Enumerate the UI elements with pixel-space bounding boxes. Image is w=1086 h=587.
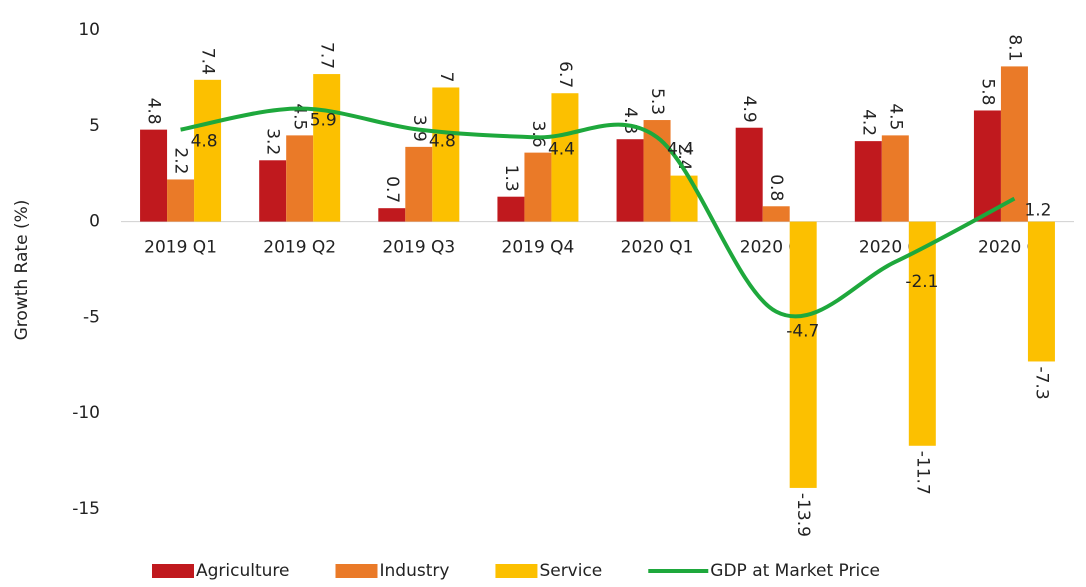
bar xyxy=(1000,66,1028,222)
line-value-label: -2.1 xyxy=(905,272,938,292)
x-tick-label: 2020 Q1 xyxy=(621,238,694,258)
legend-swatch xyxy=(152,564,194,578)
legend-swatch xyxy=(495,564,538,578)
bar-value-label: 1.3 xyxy=(501,165,521,192)
y-axis-label: Growth Rate (%) xyxy=(12,200,32,341)
bar-value-label: 4.2 xyxy=(858,109,878,136)
bar-value-label: 4.8 xyxy=(144,98,164,125)
legend-label: Agriculture xyxy=(196,561,290,581)
bar-value-label: 4.3 xyxy=(620,107,640,134)
bar xyxy=(497,196,525,222)
bar xyxy=(551,93,579,222)
bar xyxy=(405,146,433,222)
bar xyxy=(286,135,314,222)
bar xyxy=(735,127,763,222)
legend-swatch xyxy=(335,564,378,578)
bar xyxy=(762,206,790,222)
legend-label: Industry xyxy=(380,561,450,581)
line-value-label: 4.8 xyxy=(191,132,218,152)
line-value-label: 5.9 xyxy=(310,111,337,131)
bar-value-label: 7.4 xyxy=(198,48,218,75)
x-tick-label: 2019 Q4 xyxy=(502,238,575,258)
bar xyxy=(167,179,195,222)
bar-value-label: 5.8 xyxy=(977,78,997,105)
line xyxy=(180,106,1016,319)
bar-value-label: 5.3 xyxy=(647,88,667,115)
bar xyxy=(259,160,287,222)
bar-value-label: 0.7 xyxy=(382,176,402,203)
bar xyxy=(854,141,882,222)
y-tick-label: -5 xyxy=(83,307,100,327)
x-tick-label: 2019 Q2 xyxy=(263,238,336,258)
y-tick-label: -15 xyxy=(72,499,100,519)
bar xyxy=(908,221,936,446)
legend-label: GDP at Market Price xyxy=(710,561,880,581)
bar-value-label: 7 xyxy=(436,72,456,83)
bar xyxy=(432,87,460,222)
line-value-label: 1.2 xyxy=(1024,201,1051,221)
line-value-label: -4.7 xyxy=(786,322,819,342)
y-tick-label: 10 xyxy=(78,20,100,40)
bar xyxy=(313,74,341,222)
line-value-label: 4.4 xyxy=(667,139,694,159)
bar xyxy=(616,139,644,222)
bar xyxy=(378,208,406,222)
bar-value-label: 4.5 xyxy=(885,103,905,130)
bar xyxy=(789,221,817,488)
bar xyxy=(194,79,222,222)
bar-value-label: 3.2 xyxy=(263,128,283,155)
bar-value-label: 6.7 xyxy=(555,61,575,88)
bar-value-label: 7.7 xyxy=(317,42,337,69)
bar-value-label: 2.2 xyxy=(171,147,191,174)
y-tick-label: 5 xyxy=(89,116,100,136)
x-tick-label: 2019 Q3 xyxy=(382,238,455,258)
bar xyxy=(881,135,909,222)
x-tick-label: 2019 Q1 xyxy=(144,238,217,258)
legend-label: Service xyxy=(539,561,602,581)
bar xyxy=(524,152,552,222)
bar xyxy=(1027,221,1055,362)
bar-value-label: -13.9 xyxy=(793,493,813,537)
line-value-label: 4.4 xyxy=(548,139,575,159)
bar-value-label: -7.3 xyxy=(1031,366,1051,399)
y-tick-label: -10 xyxy=(72,403,100,423)
bar-value-label: 0.8 xyxy=(766,174,786,201)
line-value-label: 4.8 xyxy=(429,132,456,152)
bar-value-label: 4.9 xyxy=(739,96,759,123)
bar-value-label: -11.7 xyxy=(912,451,932,495)
bar xyxy=(973,110,1001,222)
bar-value-label: 3.6 xyxy=(528,121,548,148)
bar-value-label: 8.1 xyxy=(1004,34,1024,61)
y-tick-label: 0 xyxy=(89,212,100,232)
bar xyxy=(140,129,168,222)
